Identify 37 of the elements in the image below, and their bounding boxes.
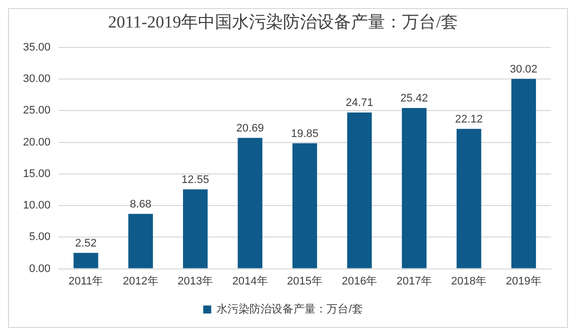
data-label: 25.42 [400,92,428,105]
y-tick-label: 20.00 [22,136,51,148]
y-tick-label: 30.00 [22,73,51,86]
bar [402,108,427,268]
data-label: 20.69 [236,122,264,134]
bar [456,128,482,268]
bar [511,78,536,268]
bar [238,138,262,268]
bar [128,214,153,268]
y-tick-label: 0.00 [29,262,51,275]
x-tick-label: 2018年 [451,275,487,288]
legend-label: 水污染防治设备产量：万台/套 [216,302,363,316]
x-tick-label: 2016年 [342,275,378,288]
chart-title: 2011-2019年中国水污染防治设备产量：万台/套 [108,12,458,32]
x-tick-label: 2013年 [178,275,214,288]
x-tick-label: 2017年 [396,275,432,288]
y-tick-label: 35.00 [22,41,51,54]
x-tick-label: 2015年 [287,275,323,288]
y-tick-label: 25.00 [22,104,51,117]
data-label: 2.52 [75,237,97,250]
bar [347,112,372,268]
x-tick-label: 2011年 [68,275,104,288]
x-tick-label: 2014年 [232,275,268,288]
y-tick-label: 5.00 [29,231,51,244]
y-tick-label: 15.00 [22,168,51,180]
bar [183,189,208,268]
data-label: 19.85 [291,128,319,140]
y-tick-label: 10.00 [22,200,51,212]
x-tick-label: 2019年 [506,275,542,288]
data-label: 12.55 [182,174,210,186]
data-label: 30.02 [510,63,538,76]
x-tick-label: 2012年 [122,275,158,288]
bar [74,252,98,268]
bar [292,143,318,268]
data-label: 8.68 [130,198,152,210]
data-label: 24.71 [346,97,374,110]
data-label: 22.12 [455,113,483,126]
